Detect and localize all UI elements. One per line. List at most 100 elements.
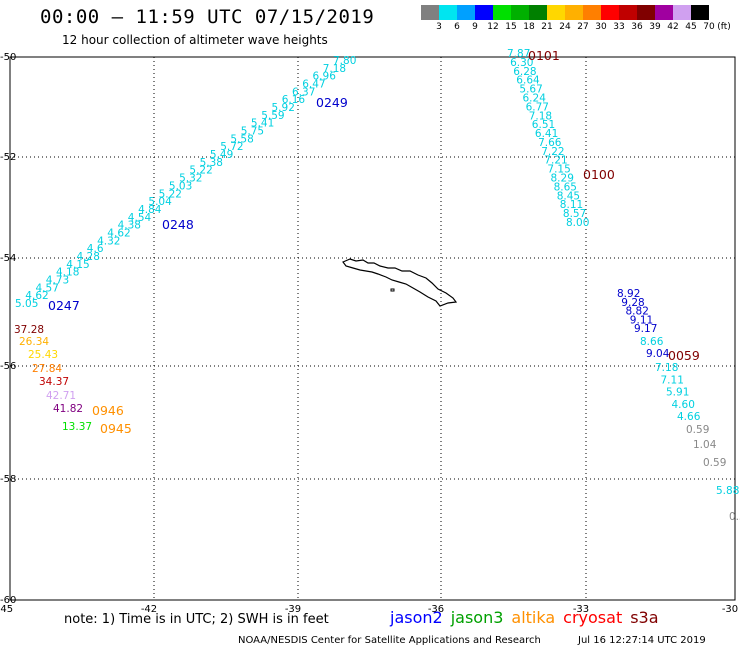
swh-value: 6.41	[535, 128, 558, 140]
lat-tick-label: -58	[0, 474, 16, 485]
swh-value: 9.04	[646, 348, 670, 360]
satellite-name: s3a	[630, 608, 659, 627]
swh-value: 6.24	[523, 93, 547, 105]
lon-tick-label: -30	[722, 604, 738, 615]
swh-value: 5.41	[251, 118, 274, 130]
swh-value: 8.65	[554, 181, 577, 193]
pass-time-label: 0946	[92, 403, 124, 418]
generation-timestamp: Jul 16 12:27:14 UTC 2019	[578, 635, 706, 646]
swh-value: 1.04	[693, 439, 717, 451]
pass-time-label: 0248	[162, 217, 194, 232]
swh-value: 9.11	[630, 314, 653, 326]
swh-value: 4.15	[66, 259, 89, 271]
swh-value: 4.54	[128, 212, 152, 224]
footer-notes: note: 1) Time is in UTC; 2) SWH is in fe…	[64, 612, 329, 627]
swh-value: 5.88	[716, 485, 739, 497]
legend-swatch	[493, 5, 511, 20]
swh-value: 27.84	[32, 363, 62, 375]
page-title: 00:00 – 11:59 UTC 07/15/2019	[40, 6, 375, 28]
pass-time-label: 0059	[668, 348, 700, 363]
legend-swatch	[601, 5, 619, 20]
swh-value: 9.17	[634, 323, 657, 335]
swh-value: 7.18	[655, 362, 678, 374]
swh-value: 7.18	[323, 63, 346, 75]
swh-value: 4.6	[87, 243, 104, 255]
swh-value: 5.32	[179, 173, 202, 185]
swh-value: 7.22	[541, 146, 564, 158]
legend-label: 39	[649, 22, 661, 32]
swh-value: 8.57	[563, 208, 586, 220]
legend-label: 70	[703, 22, 715, 32]
swh-value: 4.84	[138, 204, 162, 216]
legend-swatch	[511, 5, 529, 20]
graticule	[10, 57, 735, 600]
swh-value: 5.75	[241, 126, 264, 138]
lat-tick-label: -56	[0, 361, 16, 372]
legend-label: 45	[685, 22, 697, 32]
swh-value: 4.73	[46, 275, 69, 287]
lon-tick-label: -42	[141, 604, 157, 615]
swh-value: 5.59	[261, 110, 284, 122]
legend-swatch	[547, 5, 565, 20]
swh-value: 0.59	[703, 457, 726, 469]
swh-value: 6.47	[302, 79, 325, 91]
legend-label: 9	[472, 22, 478, 32]
swh-value: 6.96	[313, 71, 337, 83]
lat-tick-label: -54	[0, 253, 16, 264]
swh-value: 4.62	[25, 290, 48, 302]
satellite-name: cryosat	[563, 608, 623, 627]
lon-tick-label: -39	[285, 604, 301, 615]
legend-swatch	[691, 5, 709, 20]
credit-line: NOAA/NESDIS Center for Satellite Applica…	[238, 635, 541, 646]
swh-value: 6.30	[510, 57, 533, 69]
swh-value: 5.67	[519, 84, 542, 96]
legend-label: 21	[541, 22, 553, 32]
swh-value: 6.64	[516, 75, 540, 87]
lat-tick-label: -60	[0, 595, 16, 606]
swh-value: 8.00	[566, 217, 589, 229]
swh-value: 6.16	[282, 94, 306, 106]
pass-time-label: 0100	[583, 167, 615, 182]
legend-label: 33	[613, 22, 625, 32]
swh-value: 5.49	[210, 149, 233, 161]
swh-value: 5.22	[189, 165, 212, 177]
swh-value: 7.87	[507, 48, 530, 60]
swh-value: 9.28	[621, 297, 644, 309]
swh-value: 34.37	[39, 376, 69, 388]
legend-label: 24	[559, 22, 571, 32]
legend-swatch	[619, 5, 637, 20]
swh-value: 4.28	[77, 251, 100, 263]
legend-swatch	[475, 5, 493, 20]
legend-swatch	[439, 5, 457, 20]
legend-swatch	[637, 5, 655, 20]
legend-label: 18	[523, 22, 535, 32]
legend-label: 15	[505, 22, 517, 32]
swh-value: 7.66	[538, 137, 562, 149]
swh-value: 5.04	[148, 196, 172, 208]
legend-label: 3	[436, 22, 442, 32]
legend-swatch	[457, 5, 475, 20]
legend-swatch	[655, 5, 673, 20]
swh-value: 4.66	[677, 411, 701, 423]
legend-label: 36	[631, 22, 643, 32]
lon-tick-label: -45	[0, 604, 13, 615]
swh-value: 5.38	[200, 157, 223, 169]
legend-swatch	[565, 5, 583, 20]
map-frame	[9, 56, 736, 601]
swh-value: 5.05	[15, 298, 38, 310]
lat-tick-label: -50	[0, 52, 16, 63]
swh-value: 5.03	[169, 180, 192, 192]
swh-value: 41.82	[53, 403, 83, 415]
pass-time-labels: 0247 0248 0249 0101 0100 0059 0946 0945	[48, 48, 700, 436]
legend-label: 12	[487, 22, 499, 32]
page-subtitle: 12 hour collection of altimeter wave hei…	[62, 33, 328, 47]
swh-value: 5.58	[230, 133, 253, 145]
swh-value: 4.38	[118, 220, 141, 232]
pass-time-label: 0249	[316, 95, 348, 110]
swh-value: 37.28	[14, 324, 44, 336]
swh-value: 7.15	[547, 164, 570, 176]
axis-ticks: -45 -42 -39 -36 -33 -30 -50 -52 -54 -56 -58 -60	[0, 52, 738, 615]
swh-values: 5.054.624.574.734.184.154.284.64.324.624…	[14, 48, 740, 523]
swh-value: 7.21	[544, 155, 567, 167]
